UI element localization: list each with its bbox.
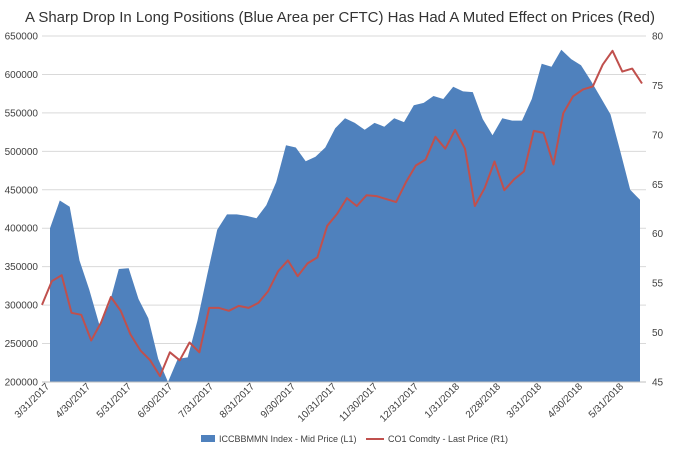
left-tick-label: 650000 bbox=[5, 32, 39, 43]
x-tick-label: 9/30/2017 bbox=[259, 381, 299, 421]
x-tick-label: 7/31/2017 bbox=[177, 381, 217, 421]
x-tick-label: 4/30/2017 bbox=[54, 381, 94, 421]
legend: ICCBBMMN Index - Mid Price (L1) CO1 Comd… bbox=[201, 434, 508, 444]
right-tick-label: 60 bbox=[652, 229, 664, 240]
left-tick-label: 400000 bbox=[5, 224, 39, 235]
x-axis-ticks: 3/31/2017 4/30/2017 5/31/2017 6/30/2017 7/31… bbox=[13, 381, 627, 424]
left-tick-label: 600000 bbox=[5, 70, 39, 81]
chart-title: A Sharp Drop In Long Positions (Blue Are… bbox=[25, 9, 655, 26]
right-tick-label: 55 bbox=[652, 279, 664, 290]
legend-swatch-area bbox=[201, 435, 215, 442]
x-tick-label: 12/31/2017 bbox=[378, 381, 421, 424]
left-tick-label: 550000 bbox=[5, 108, 39, 119]
left-tick-label: 350000 bbox=[5, 262, 39, 273]
x-tick-label: 10/31/2017 bbox=[296, 381, 339, 424]
left-tick-label: 300000 bbox=[5, 301, 39, 312]
x-tick-label: 2/28/2018 bbox=[464, 381, 504, 421]
left-tick-label: 200000 bbox=[5, 378, 39, 389]
x-tick-label: 3/31/2018 bbox=[505, 381, 545, 421]
area-series-long-positions bbox=[50, 49, 640, 383]
x-tick-label: 5/31/2018 bbox=[587, 381, 627, 421]
x-tick-label: 11/30/2017 bbox=[337, 381, 380, 424]
line-series-price bbox=[41, 49, 643, 378]
legend-label-line: CO1 Comdty - Last Price (R1) bbox=[388, 434, 508, 444]
right-tick-label: 45 bbox=[652, 378, 664, 389]
legend-label-area: ICCBBMMN Index - Mid Price (L1) bbox=[219, 434, 357, 444]
line-series-layer bbox=[41, 49, 643, 378]
x-tick-label: 8/31/2017 bbox=[218, 381, 258, 421]
right-tick-label: 50 bbox=[652, 328, 664, 339]
x-tick-label: 6/30/2017 bbox=[136, 381, 176, 421]
right-tick-label: 75 bbox=[652, 81, 664, 92]
right-tick-label: 65 bbox=[652, 180, 664, 191]
left-tick-label: 450000 bbox=[5, 185, 39, 196]
right-tick-label: 70 bbox=[652, 130, 664, 141]
left-tick-label: 250000 bbox=[5, 339, 39, 350]
x-tick-label: 4/30/2018 bbox=[546, 381, 586, 421]
left-axis-ticks: 200000 250000 300000 350000 400000 450000 5000… bbox=[5, 32, 39, 389]
left-tick-label: 500000 bbox=[5, 147, 39, 158]
x-tick-label: 5/31/2017 bbox=[95, 381, 135, 421]
x-tick-label: 1/31/2018 bbox=[423, 381, 463, 421]
area-series-layer bbox=[50, 49, 640, 383]
right-axis-ticks: 45 50 55 60 65 70 75 80 bbox=[652, 32, 664, 389]
right-tick-label: 80 bbox=[652, 32, 664, 43]
